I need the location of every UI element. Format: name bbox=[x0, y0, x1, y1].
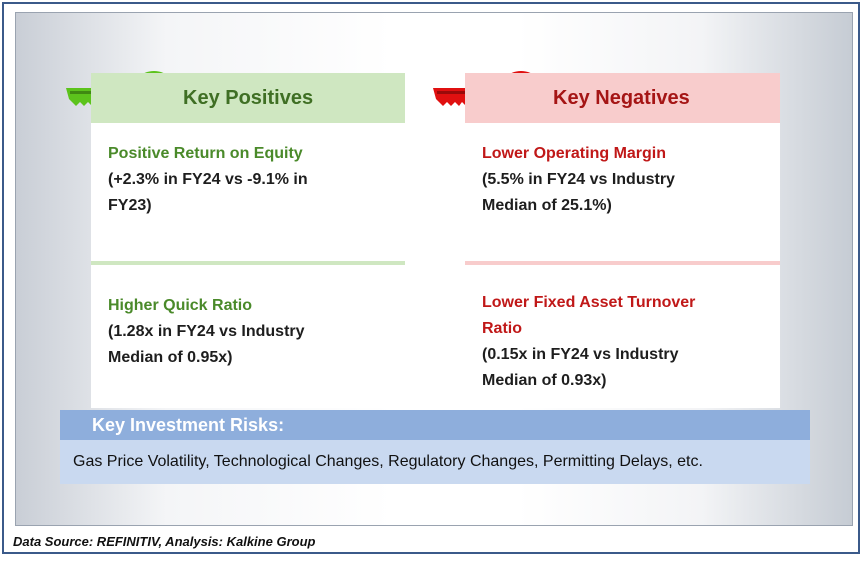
outer-frame bbox=[2, 2, 860, 554]
positive-detail: (1.28x in FY24 vs Industry Median of 0.9… bbox=[108, 323, 305, 366]
negative-title: Lower Operating Margin bbox=[482, 145, 667, 162]
risks-heading: Key Investment Risks: bbox=[60, 410, 810, 440]
positive-card-quick-ratio: Higher Quick Ratio (1.28x in FY24 vs Ind… bbox=[91, 265, 405, 408]
negative-divider bbox=[465, 261, 780, 265]
positive-detail: (+2.3% in FY24 vs -9.1% in FY23) bbox=[108, 171, 308, 214]
positive-divider bbox=[91, 261, 405, 265]
negative-title: Lower Fixed Asset Turnover Ratio bbox=[482, 294, 696, 337]
positive-card-roe: Positive Return on Equity (+2.3% in FY24… bbox=[91, 123, 405, 261]
negative-card-fixed-asset-turnover: Lower Fixed Asset Turnover Ratio (0.15x … bbox=[465, 265, 780, 408]
negative-detail: (5.5% in FY24 vs Industry Median of 25.1… bbox=[482, 171, 675, 214]
negative-detail: (0.15x in FY24 vs Industry Median of 0.9… bbox=[482, 346, 679, 389]
positive-title: Positive Return on Equity bbox=[108, 145, 303, 162]
data-source-note: Data Source: REFINITIV, Analysis: Kalkin… bbox=[13, 534, 316, 549]
negatives-heading: Key Negatives bbox=[465, 73, 780, 123]
positive-title: Higher Quick Ratio bbox=[108, 297, 253, 314]
positives-heading: Key Positives bbox=[91, 73, 405, 123]
negative-card-operating-margin: Lower Operating Margin (5.5% in FY24 vs … bbox=[465, 123, 780, 261]
risks-text: Gas Price Volatility, Technological Chan… bbox=[60, 440, 810, 484]
